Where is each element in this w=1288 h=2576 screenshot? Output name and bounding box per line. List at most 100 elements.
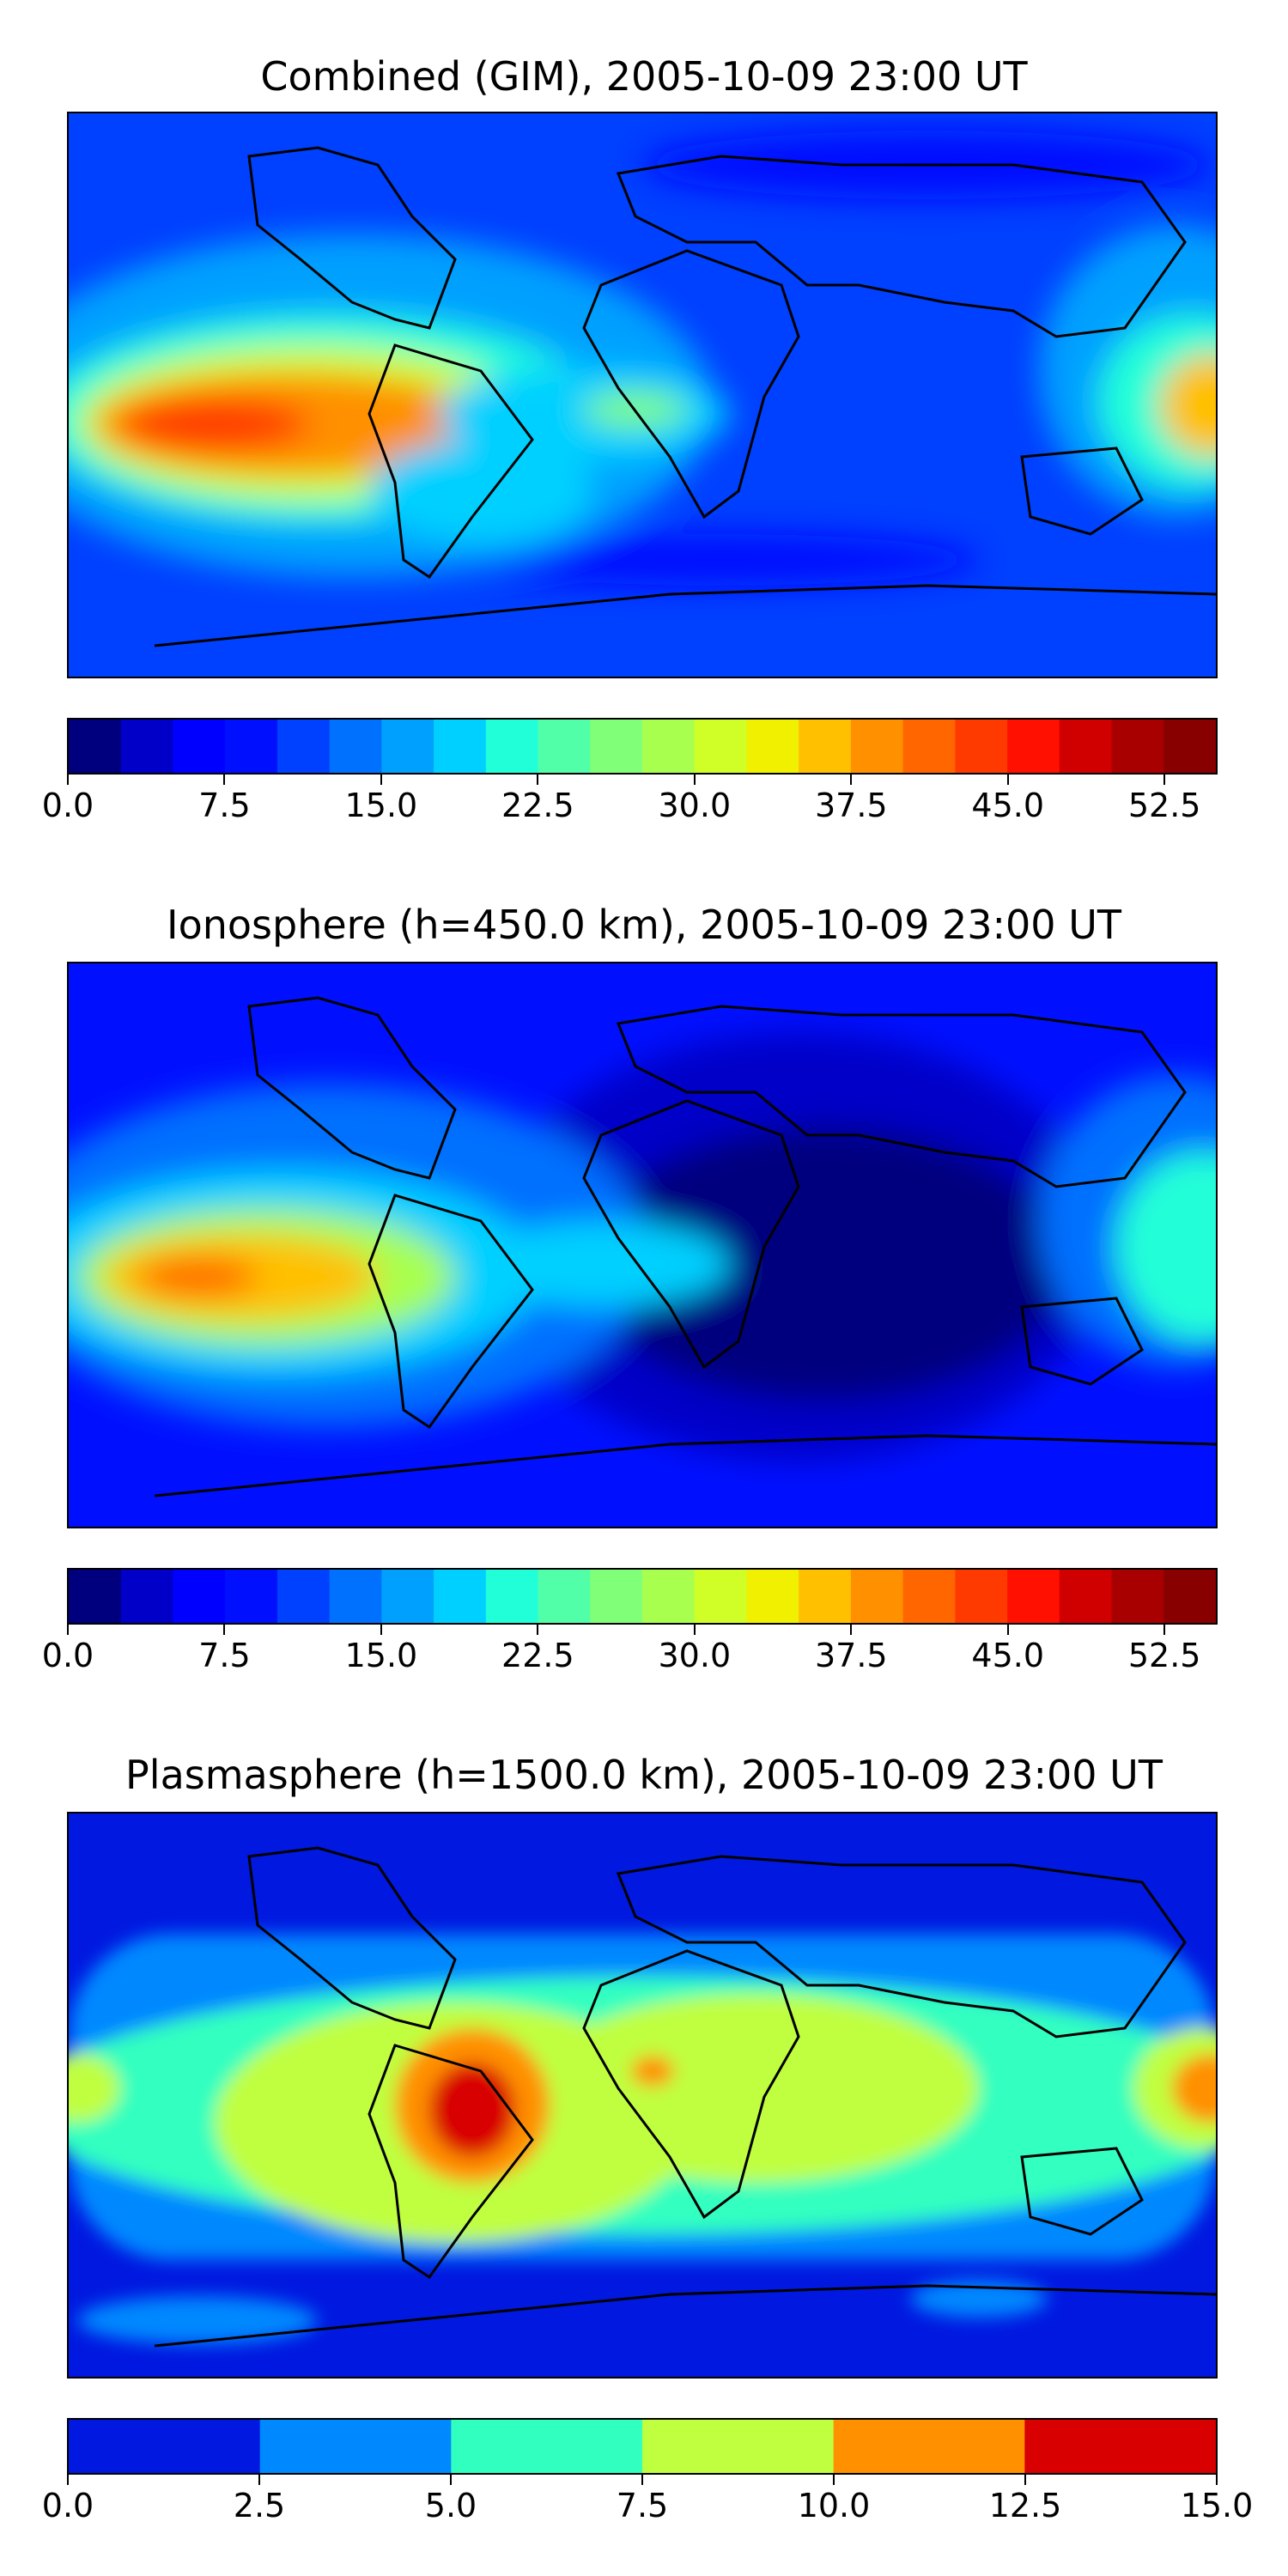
colorbar-swatch [259, 2420, 452, 2473]
colorbar-tick-label: 7.5 [616, 2487, 669, 2524]
colorbar-tick [67, 1625, 69, 1635]
colorbar-swatch [434, 1570, 487, 1623]
colorbar-tick [223, 1625, 226, 1635]
colorbar-tick [850, 775, 853, 785]
colorbar-combined-ticks: 0.0 7.5 15.0 22.5 30.0 37.5 45.0 52.5 [42, 775, 1218, 826]
colorbar-tick-label: 0.0 [41, 1637, 94, 1674]
colorbar-tick [380, 775, 382, 785]
colorbar-tick-label: 52.5 [1127, 1637, 1201, 1674]
colorbar-tick-label: 37.5 [814, 787, 888, 824]
colorbar-swatch [225, 1570, 278, 1623]
colorbar-tick-label: 12.5 [988, 2487, 1062, 2524]
colorbar-tick-label: 15.0 [344, 1637, 418, 1674]
map-ionosphere-field [69, 963, 1216, 1527]
colorbar-swatch [694, 1570, 747, 1623]
colorbar-ionosphere-swatches [69, 1570, 1216, 1623]
colorbar-swatch [381, 1570, 434, 1623]
colorbar-swatch [1007, 720, 1060, 773]
colorbar-tick-label: 45.0 [971, 787, 1045, 824]
colorbar-tick [67, 775, 69, 785]
colorbar-swatch [69, 1570, 122, 1623]
colorbar-swatch [69, 720, 122, 773]
colorbar-swatch [451, 2420, 643, 2473]
colorbar-tick-label: 30.0 [658, 787, 732, 824]
colorbar-tick [1006, 775, 1009, 785]
colorbar-swatch [850, 720, 904, 773]
colorbar-tick [380, 1625, 382, 1635]
colorbar-tick [1216, 2475, 1218, 2485]
colorbar-ionosphere [67, 1568, 1218, 1625]
colorbar-tick-label: 22.5 [501, 1637, 574, 1674]
colorbar-swatch [434, 720, 487, 773]
colorbar-tick-label: 52.5 [1127, 787, 1201, 824]
colorbar-swatch [485, 720, 539, 773]
colorbar-swatch [1163, 720, 1216, 773]
colorbar-swatch [902, 1570, 956, 1623]
colorbar-swatch [642, 1570, 696, 1623]
colorbar-swatch [538, 720, 591, 773]
colorbar-tick [450, 2475, 452, 2485]
colorbar-swatch [69, 2420, 261, 2473]
colorbar-swatch [1059, 1570, 1113, 1623]
map-plasmasphere-field [69, 1814, 1216, 2377]
colorbar-plasmasphere-ticks: 0.0 2.5 5.0 7.5 10.0 12.5 15.0 [42, 2475, 1253, 2526]
colorbar-plasmasphere-swatches [69, 2420, 1216, 2473]
colorbar-tick-label: 45.0 [971, 1637, 1045, 1674]
colorbar-tick-label: 0.0 [41, 787, 94, 824]
colorbar-tick [850, 1625, 853, 1635]
colorbar-swatch [329, 1570, 382, 1623]
colorbar-swatch [173, 1570, 226, 1623]
colorbar-tick [1163, 1625, 1166, 1635]
colorbar-tick-label: 37.5 [814, 1637, 888, 1674]
colorbar-swatch [1163, 1570, 1216, 1623]
colorbar-swatch [1111, 720, 1164, 773]
colorbar-swatch [902, 720, 956, 773]
colorbar-swatch [1111, 1570, 1164, 1623]
colorbar-swatch [955, 720, 1008, 773]
colorbar-plasmasphere [67, 2418, 1218, 2475]
colorbar-tick-label: 15.0 [1180, 2487, 1254, 2524]
colorbar-swatch [746, 720, 799, 773]
colorbar-combined-swatches [69, 720, 1216, 773]
chart-title-plasmasphere: Plasmasphere (h=1500.0 km), 2005-10-09 2… [125, 1752, 1163, 1798]
colorbar-swatch [173, 720, 226, 773]
colorbar-swatch [642, 720, 696, 773]
colorbar-swatch [1007, 1570, 1060, 1623]
colorbar-swatch [276, 720, 331, 773]
colorbar-tick [641, 2475, 643, 2485]
colorbar-swatch [120, 1570, 173, 1623]
colorbar-swatch [799, 720, 852, 773]
colorbar-swatch [833, 2420, 1025, 2473]
chart-title-ionosphere: Ionosphere (h=450.0 km), 2005-10-09 23:0… [167, 902, 1121, 948]
colorbar-tick-label: 7.5 [198, 787, 251, 824]
colorbar-swatch [590, 720, 643, 773]
colorbar-swatch [485, 1570, 539, 1623]
colorbar-swatch [225, 720, 278, 773]
map-combined-field [69, 113, 1216, 677]
colorbar-swatch [381, 720, 434, 773]
colorbar-swatch [955, 1570, 1008, 1623]
colorbar-tick [693, 775, 696, 785]
colorbar-tick [1163, 775, 1166, 785]
map-combined [67, 112, 1218, 678]
colorbar-tick-label: 5.0 [424, 2487, 477, 2524]
colorbar-tick [1006, 1625, 1009, 1635]
colorbar-swatch [799, 1570, 852, 1623]
colorbar-swatch [1059, 720, 1113, 773]
colorbar-tick-label: 7.5 [198, 1637, 251, 1674]
map-ionosphere [67, 962, 1218, 1528]
colorbar-swatch [642, 2420, 835, 2473]
colorbar-tick [537, 1625, 539, 1635]
colorbar-swatch [590, 1570, 643, 1623]
map-plasmasphere [67, 1812, 1218, 2379]
colorbar-tick [1024, 2475, 1026, 2485]
colorbar-swatch [329, 720, 382, 773]
colorbar-swatch [694, 720, 747, 773]
colorbar-tick [258, 2475, 260, 2485]
colorbar-swatch [850, 1570, 904, 1623]
colorbar-tick-label: 22.5 [501, 787, 574, 824]
colorbar-tick [693, 1625, 696, 1635]
colorbar-tick [67, 2475, 69, 2485]
colorbar-tick-label: 15.0 [344, 787, 418, 824]
colorbar-tick-label: 10.0 [797, 2487, 871, 2524]
